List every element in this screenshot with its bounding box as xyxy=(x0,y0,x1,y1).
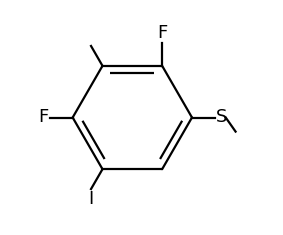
Text: F: F xyxy=(38,109,49,126)
Text: I: I xyxy=(88,190,94,208)
Text: F: F xyxy=(157,24,167,42)
Text: S: S xyxy=(216,109,228,126)
